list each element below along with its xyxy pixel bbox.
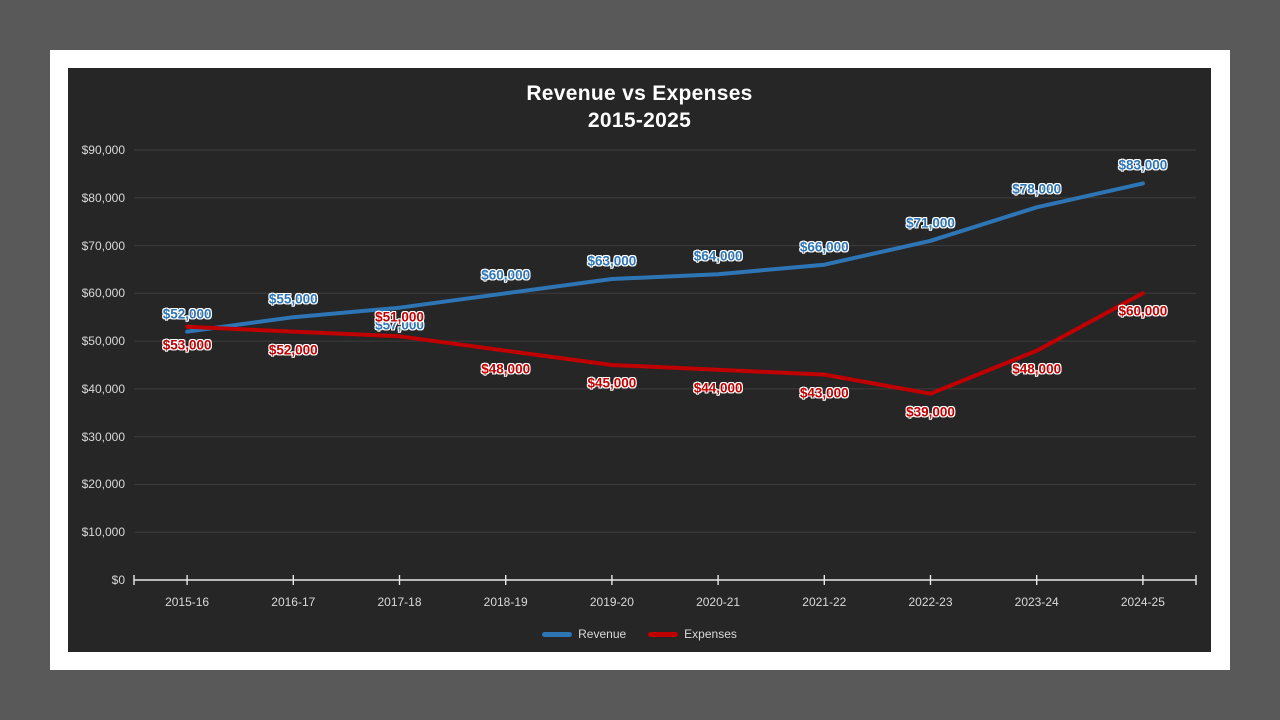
revenue-data-label: $83,000 xyxy=(1118,157,1168,173)
expenses-data-label: $48,000 xyxy=(1012,361,1062,377)
expenses-data-label: $43,000 xyxy=(799,385,849,401)
x-axis-tick-label: 2024-25 xyxy=(1120,595,1165,609)
expenses-data-label: $48,000 xyxy=(481,361,531,377)
plot-svg xyxy=(133,149,1197,585)
revenue-data-label: $57,000 xyxy=(375,317,424,333)
y-axis-tick-label: $20,000 xyxy=(81,477,125,492)
expenses-data-label: $44,000 xyxy=(693,380,743,396)
y-axis-tick-label: $80,000 xyxy=(81,190,125,205)
x-axis-tick-label: 2017-18 xyxy=(377,595,422,609)
x-axis-tick-label: 2023-24 xyxy=(1014,595,1059,609)
revenue-data-label: $64,000 xyxy=(693,248,743,264)
revenue-data-label: $52,000 xyxy=(162,306,212,322)
revenue-line-swatch-icon xyxy=(542,631,573,637)
chart-title-line2: 2015-2025 xyxy=(587,109,692,132)
revenue-data-label: $60,000 xyxy=(481,267,531,283)
plot-area: $0 $10,000 $20,000 $30,000 $40,000 $50,000 $60… xyxy=(68,68,1211,652)
expenses-data-label: $45,000 xyxy=(587,375,637,391)
x-axis-tick-label: 2020-21 xyxy=(696,595,741,609)
y-axis-tick-label: $90,000 xyxy=(81,143,125,157)
revenue-data-label: $71,000 xyxy=(906,215,955,231)
x-axis-tick-label: 2016-17 xyxy=(271,595,316,609)
expenses-data-label: $60,000 xyxy=(1118,303,1168,319)
expenses-data-label: $39,000 xyxy=(906,404,955,420)
expenses-data-label: $53,000 xyxy=(162,337,212,353)
revenue-data-label: $78,000 xyxy=(1012,181,1062,197)
y-axis-tick-label: $60,000 xyxy=(81,286,125,301)
expenses-line-swatch-icon xyxy=(648,631,679,637)
y-axis-tick-label: $50,000 xyxy=(81,334,125,349)
x-axis-tick-label: 2015-16 xyxy=(165,595,210,609)
chart-area: Revenue vs Expenses 2015-2025 $0 $10,000 $… xyxy=(68,68,1211,652)
x-axis-tick-label: 2022-23 xyxy=(908,595,953,609)
chart-title: Revenue vs Expenses 2015-2025 xyxy=(68,80,1211,134)
revenue-data-label: $55,000 xyxy=(268,291,318,307)
legend: Revenue Expenses xyxy=(68,627,1211,641)
expenses-data-label: $51,000 xyxy=(375,309,424,325)
expenses-data-label: $52,000 xyxy=(268,342,318,358)
y-axis-tick-label: $30,000 xyxy=(81,429,125,444)
legend-item-revenue: Revenue xyxy=(542,627,626,641)
legend-label-expenses: Expenses xyxy=(684,627,737,641)
y-axis-tick-label: $40,000 xyxy=(81,381,125,396)
y-axis-tick-label: $10,000 xyxy=(81,525,125,540)
x-axis-tick-label: 2018-19 xyxy=(483,595,528,609)
legend-item-expenses: Expenses xyxy=(648,627,737,641)
x-axis-tick-label: 2019-20 xyxy=(589,595,634,609)
revenue-data-label: $63,000 xyxy=(587,253,637,269)
chart-title-line1: Revenue vs Expenses xyxy=(526,82,753,105)
y-axis-tick-label: $0 xyxy=(111,573,125,587)
revenue-data-label: $66,000 xyxy=(799,239,849,255)
legend-label-revenue: Revenue xyxy=(578,627,627,641)
x-axis-tick-label: 2021-22 xyxy=(802,595,847,609)
y-axis-tick-label: $70,000 xyxy=(81,238,125,253)
slide: Revenue vs Expenses 2015-2025 $0 $10,000 $… xyxy=(50,50,1230,670)
